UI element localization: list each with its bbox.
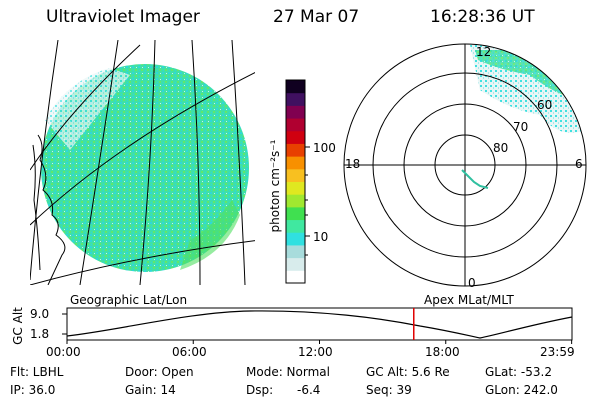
colorbar-swatch <box>286 143 305 157</box>
info-dsp-label: Dsp: <box>246 383 274 397</box>
alt-xtick-2: 12:00 <box>298 345 333 359</box>
colorbar-swatch <box>286 92 305 106</box>
colorbar-tick-100: 100 <box>313 141 336 155</box>
mlt-label-18: 18 <box>345 157 361 171</box>
alt-xtick-3: 18:00 <box>425 345 460 359</box>
alt-ytick-max: 9.0 <box>30 307 50 321</box>
altitude-plot <box>62 307 573 344</box>
colorbar-swatch <box>286 130 305 144</box>
colorbar-swatch <box>286 232 305 246</box>
colorbar-swatch <box>286 156 305 170</box>
info-door: Door: Open <box>125 365 194 379</box>
instrument-title: Ultraviolet Imager <box>46 7 200 27</box>
colorbar-swatch <box>286 194 305 208</box>
colorbar-swatch <box>286 105 305 119</box>
info-dsp-value: -6.4 <box>297 383 321 397</box>
info-glat: GLat: -53.2 <box>485 365 552 379</box>
info-gc-alt: GC Alt: 5.6 Re <box>366 365 450 379</box>
mlat-label-60: 60 <box>537 98 553 112</box>
mlt-label-12: 12 <box>476 45 492 59</box>
info-flt: Flt: LBHL <box>10 365 64 379</box>
colorbar-unit-label: photon cm⁻²s⁻¹ <box>268 139 282 233</box>
mlat-label-80: 80 <box>493 141 509 155</box>
alt-xtick-4: 23:59 <box>540 345 575 359</box>
colorbar-swatch <box>286 80 305 94</box>
mlt-label-6: 6 <box>575 157 583 171</box>
polar-image <box>343 43 587 287</box>
alt-xtick-0: 00:00 <box>46 345 81 359</box>
colorbar-swatch <box>286 219 305 233</box>
alt-ytick-min: 1.8 <box>30 327 50 341</box>
info-glon: GLon: 242.0 <box>485 383 558 397</box>
alt-xtick-1: 06:00 <box>172 345 207 359</box>
colorbar-frame <box>285 79 306 284</box>
image-date: 27 Mar 07 <box>273 7 360 27</box>
colorbar-ticks <box>305 146 310 256</box>
geographic-label: Geographic Lat/Lon <box>70 293 188 307</box>
alt-axis-label: GC Alt <box>11 307 25 345</box>
colorbar-swatch <box>286 270 305 284</box>
colorbar <box>285 79 306 284</box>
colorbar-tick-10: 10 <box>313 230 329 244</box>
geographic-image <box>30 40 255 285</box>
colorbar-swatch <box>286 181 305 195</box>
colorbar-swatch <box>286 168 305 182</box>
apex-label: Apex MLat/MLT <box>424 293 514 307</box>
info-mode: Mode: Normal <box>246 365 330 379</box>
colorbar-swatch <box>286 257 305 271</box>
colorbar-swatch <box>286 244 305 259</box>
mlat-label-70: 70 <box>513 120 529 134</box>
image-time: 16:28:36 UT <box>430 7 535 27</box>
mlt-label-0: 0 <box>468 276 476 290</box>
info-seq: Seq: 39 <box>366 383 412 397</box>
info-gain: Gain: 14 <box>125 383 176 397</box>
colorbar-swatch <box>286 206 305 221</box>
info-ip: IP: 36.0 <box>10 383 56 397</box>
colorbar-swatch <box>286 118 305 132</box>
